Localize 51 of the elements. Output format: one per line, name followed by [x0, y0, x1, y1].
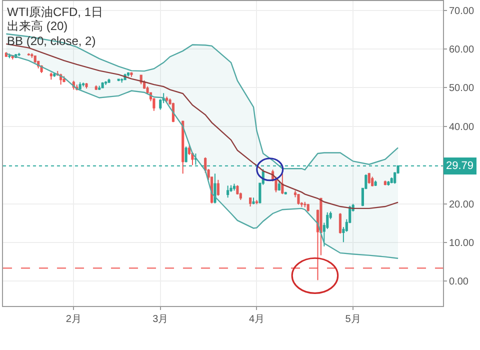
y-tick-label: 60.00 [449, 44, 474, 56]
y-tick-label: 10.00 [449, 238, 474, 250]
x-tick-label: 3月 [152, 314, 168, 325]
y-tick-label: 0.00 [449, 276, 469, 288]
candlestick [304, 201, 306, 208]
y-tick-label: 70.00 [449, 6, 474, 17]
candlestick [374, 180, 377, 187]
candlestick [101, 82, 104, 89]
y-tick-label: 50.00 [449, 83, 474, 94]
candlestick [226, 185, 230, 198]
candlestick [62, 76, 66, 83]
annotation: 出来高 (20) [7, 19, 68, 33]
candlestick [82, 82, 85, 88]
candlestick [384, 180, 386, 186]
candlestick [232, 183, 236, 192]
candlestick [306, 203, 310, 212]
candlestick [281, 173, 284, 195]
candlestick [98, 85, 101, 91]
ref-line-label: 29.79 [446, 160, 474, 172]
candlestick [18, 52, 20, 56]
candlestick [126, 72, 130, 77]
candlestick [249, 197, 252, 208]
x-tick-label: 4月 [248, 314, 264, 325]
x-tick-label: 5月 [345, 314, 361, 325]
candlestick [117, 78, 120, 82]
candlestick [255, 199, 258, 205]
candlestick [368, 172, 370, 184]
candlestick [214, 173, 216, 204]
candlestick [182, 120, 184, 174]
candlestick [252, 197, 255, 205]
candlestick [120, 78, 124, 84]
chart-title: WTI原油CFD, 1日 [7, 5, 103, 19]
candlestick [297, 194, 300, 206]
candlestick [85, 82, 88, 89]
candlestick [338, 212, 342, 234]
candlestick [387, 180, 390, 186]
candlestick [371, 176, 374, 187]
candlestick [278, 180, 280, 192]
y-tick-label: 20.00 [449, 199, 474, 210]
x-tick-label: 2月 [66, 314, 82, 325]
candlestick [78, 82, 82, 90]
candlestick [8, 53, 11, 59]
candlestick [94, 84, 98, 91]
candlestick [50, 72, 52, 80]
y-tick-label: 40.00 [449, 122, 474, 133]
candlestick [104, 80, 108, 86]
candlestick [130, 72, 133, 78]
candlestick [27, 52, 30, 56]
candlestick [108, 78, 110, 84]
candlestick [284, 191, 287, 196]
candlestick [216, 179, 220, 196]
